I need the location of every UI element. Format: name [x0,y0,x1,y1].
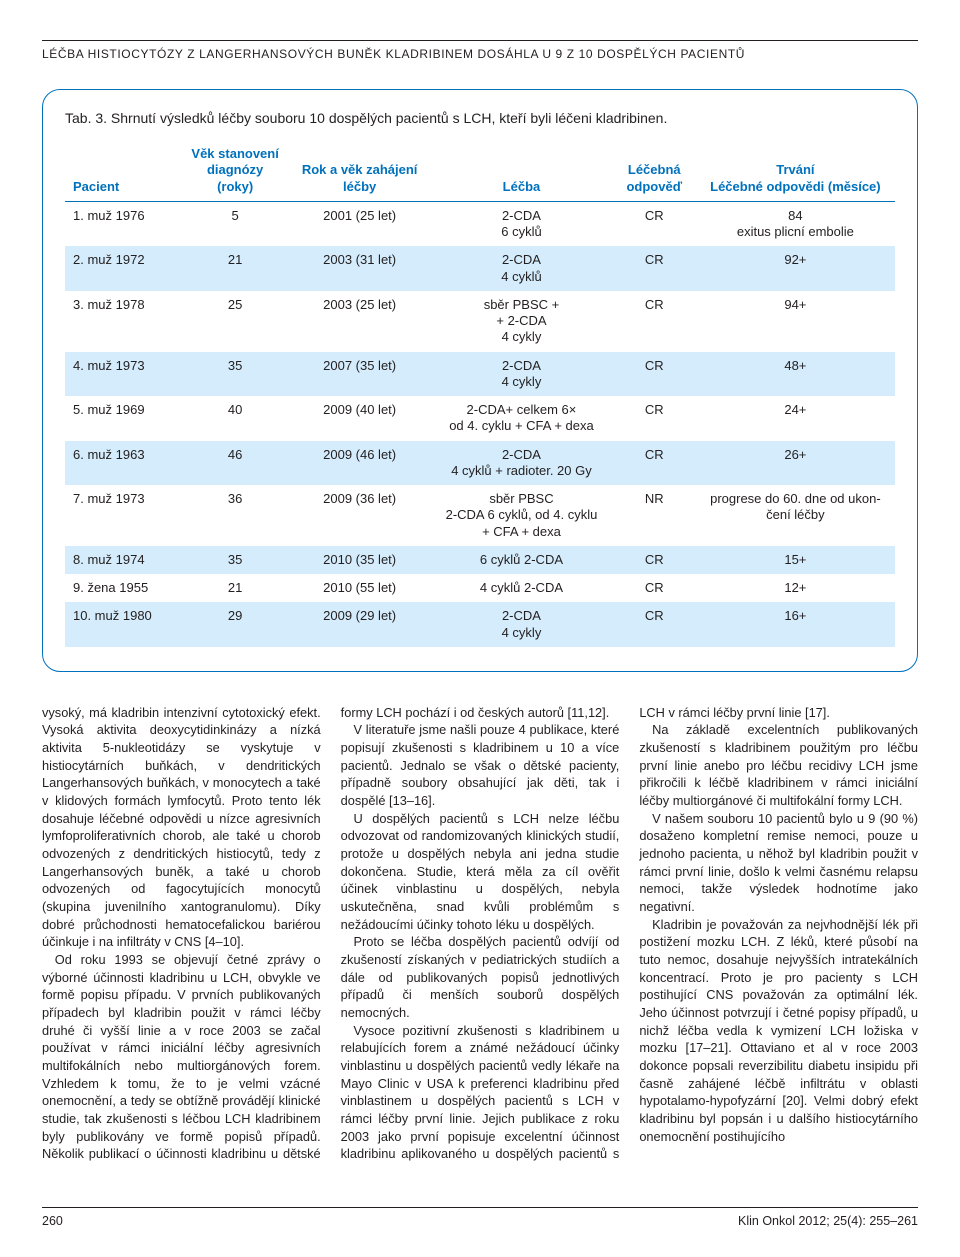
table-row: 10. muž 1980292009 (29 let)2-CDA4 cyklyC… [65,602,895,647]
cell-lecba: 2-CDA4 cykly [430,602,613,647]
cell-trvani: 26+ [696,441,895,486]
cell-rok: 2009 (29 let) [289,602,430,647]
table-row: 4. muž 1973352007 (35 let)2-CDA4 cyklyCR… [65,352,895,397]
cell-vek: 21 [181,574,289,602]
cell-odpoved: CR [613,546,696,574]
cell-odpoved: NR [613,485,696,546]
table-caption: Tab. 3. Shrnutí výsledků léčby souboru 1… [65,110,895,126]
cell-rok: 2009 (36 let) [289,485,430,546]
cell-trvani: 15+ [696,546,895,574]
cell-trvani: 92+ [696,246,895,291]
cell-vek: 29 [181,602,289,647]
cell-pacient: 1. muž 1976 [65,201,181,246]
cell-vek: 21 [181,246,289,291]
cell-odpoved: CR [613,201,696,246]
cell-lecba: 2-CDA4 cykly [430,352,613,397]
col-pacient: Pacient [65,142,181,201]
cell-vek: 46 [181,441,289,486]
cell-rok: 2003 (25 let) [289,291,430,352]
cell-rok: 2009 (40 let) [289,396,430,441]
cell-odpoved: CR [613,441,696,486]
cell-odpoved: CR [613,602,696,647]
cell-trvani: 84exitus plicní embolie [696,201,895,246]
table-row: 9. žena 1955212010 (55 let)4 cyklů 2-CDA… [65,574,895,602]
cell-odpoved: CR [613,396,696,441]
cell-rok: 2010 (35 let) [289,546,430,574]
cell-vek: 40 [181,396,289,441]
cell-lecba: sběr PBSC2-CDA 6 cyklů, od 4. cyklu+ CFA… [430,485,613,546]
cell-pacient: 6. muž 1963 [65,441,181,486]
cell-lecba: 2-CDA+ celkem 6×od 4. cyklu + CFA + dexa [430,396,613,441]
cell-lecba: sběr PBSC ++ 2-CDA4 cykly [430,291,613,352]
cell-lecba: 4 cyklů 2-CDA [430,574,613,602]
page-number: 260 [42,1214,63,1228]
cell-odpoved: CR [613,574,696,602]
table-row: 3. muž 1978252003 (25 let)sběr PBSC ++ 2… [65,291,895,352]
cell-lecba: 6 cyklů 2-CDA [430,546,613,574]
results-table: PacientVěk stanovenídiagnózy (roky)Rok a… [65,142,895,647]
col-rok: Rok a věk zahájeníléčby [289,142,430,201]
table-row: 2. muž 1972212003 (31 let)2-CDA4 cyklůCR… [65,246,895,291]
cell-trvani: 12+ [696,574,895,602]
cell-vek: 36 [181,485,289,546]
table-row: 6. muž 1963462009 (46 let)2-CDA4 cyklů +… [65,441,895,486]
col-trvani: TrváníLéčebné odpovědi (měsíce) [696,142,895,201]
cell-rok: 2009 (46 let) [289,441,430,486]
col-lecba: Léčba [430,142,613,201]
cell-odpoved: CR [613,352,696,397]
cell-pacient: 10. muž 1980 [65,602,181,647]
cell-odpoved: CR [613,291,696,352]
table-panel: Tab. 3. Shrnutí výsledků léčby souboru 1… [42,89,918,672]
cell-trvani: progrese do 60. dne od ukon-čení léčby [696,485,895,546]
col-odpoved: Léčebnáodpověď [613,142,696,201]
cell-pacient: 3. muž 1978 [65,291,181,352]
table-row: 5. muž 1969402009 (40 let)2-CDA+ celkem … [65,396,895,441]
cell-pacient: 7. muž 1973 [65,485,181,546]
running-head: LÉČBA HISTIOCYTÓZY Z LANGERHANSOVÝCH BUN… [42,40,918,61]
cell-vek: 35 [181,546,289,574]
table-row: 8. muž 1974352010 (35 let)6 cyklů 2-CDAC… [65,546,895,574]
cell-vek: 5 [181,201,289,246]
cell-lecba: 2-CDA4 cyklů + radioter. 20 Gy [430,441,613,486]
cell-odpoved: CR [613,246,696,291]
journal-citation: Klin Onkol 2012; 25(4): 255–261 [738,1214,918,1228]
cell-pacient: 5. muž 1969 [65,396,181,441]
cell-rok: 2003 (31 let) [289,246,430,291]
cell-rok: 2001 (25 let) [289,201,430,246]
col-vek: Věk stanovenídiagnózy (roky) [181,142,289,201]
page-footer: 260 Klin Onkol 2012; 25(4): 255–261 [42,1207,918,1228]
cell-trvani: 24+ [696,396,895,441]
cell-vek: 35 [181,352,289,397]
table-row: 1. muž 197652001 (25 let)2-CDA6 cyklůCR8… [65,201,895,246]
cell-pacient: 4. muž 1973 [65,352,181,397]
cell-pacient: 9. žena 1955 [65,574,181,602]
cell-trvani: 94+ [696,291,895,352]
cell-rok: 2010 (55 let) [289,574,430,602]
cell-vek: 25 [181,291,289,352]
cell-pacient: 8. muž 1974 [65,546,181,574]
cell-rok: 2007 (35 let) [289,352,430,397]
table-row: 7. muž 1973362009 (36 let)sběr PBSC2-CDA… [65,485,895,546]
cell-lecba: 2-CDA4 cyklů [430,246,613,291]
cell-lecba: 2-CDA6 cyklů [430,201,613,246]
body-text: vysoký, má kladribin intenzivní cytotoxi… [42,704,918,1163]
cell-trvani: 16+ [696,602,895,647]
cell-pacient: 2. muž 1972 [65,246,181,291]
cell-trvani: 48+ [696,352,895,397]
